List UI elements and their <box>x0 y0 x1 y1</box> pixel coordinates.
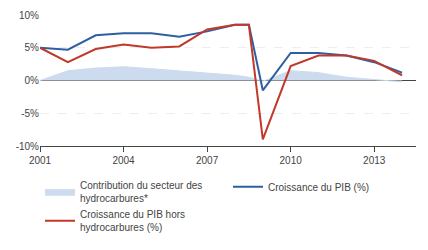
svg-text:2007: 2007 <box>196 155 219 166</box>
svg-text:2013: 2013 <box>363 155 386 166</box>
svg-text:10%: 10% <box>19 10 39 21</box>
svg-text:2004: 2004 <box>112 155 135 166</box>
svg-text:-10%: -10% <box>16 141 39 152</box>
svg-text:5%: 5% <box>25 42 40 53</box>
svg-text:2001: 2001 <box>29 155 52 166</box>
svg-text:Croissance du PIB horshydrocar: Croissance du PIB horshydrocarbures (%) <box>80 209 185 233</box>
svg-text:Croissance du PIB (%): Croissance du PIB (%) <box>268 182 369 193</box>
svg-text:-5%: -5% <box>21 108 39 119</box>
svg-text:2010: 2010 <box>280 155 303 166</box>
svg-text:0%: 0% <box>25 75 40 86</box>
svg-text:Contribution du secteur deshyd: Contribution du secteur deshydrocarbures… <box>80 180 202 204</box>
